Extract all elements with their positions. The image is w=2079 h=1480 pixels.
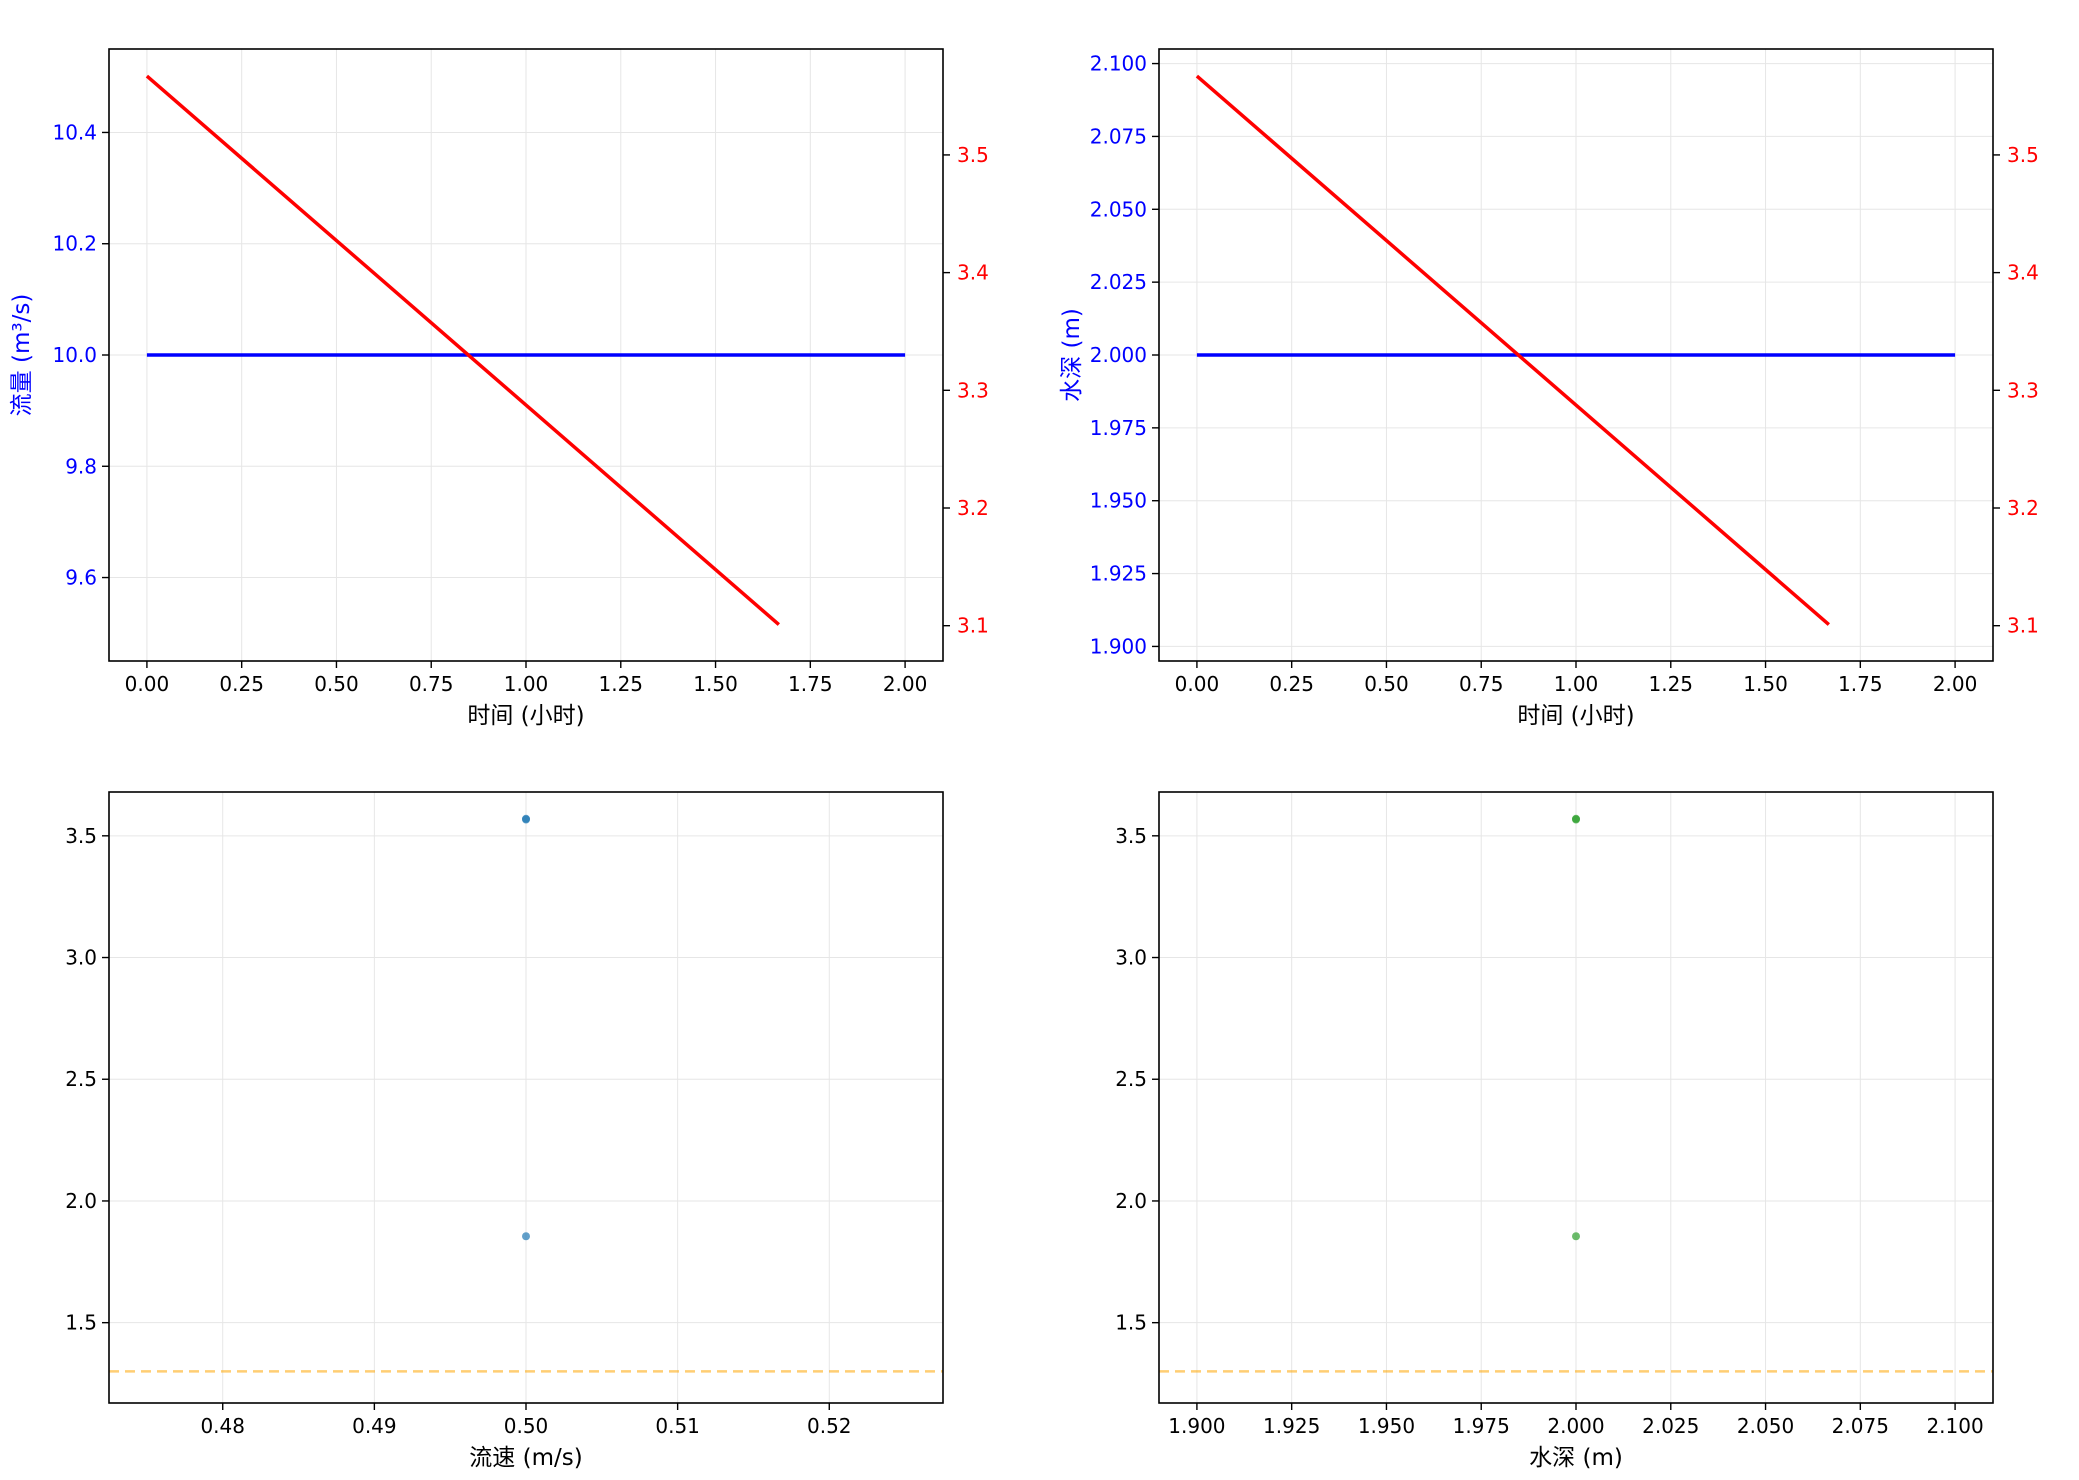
y-tick-label: 3.5	[1115, 824, 1147, 848]
x-tick-label: 1.950	[1358, 1414, 1415, 1438]
x-tick-label: 0.51	[655, 1414, 700, 1438]
x-tick-label: 0.00	[125, 672, 170, 696]
y2-tick-label: 3.4	[2007, 261, 2039, 285]
x-tick-label: 2.100	[1926, 1414, 1983, 1438]
y-tick-label: 1.900	[1090, 634, 1147, 658]
x-tick-label: 1.75	[1838, 672, 1883, 696]
y2-tick-label: 3.5	[957, 143, 989, 167]
x-axis-label: 时间 (小时)	[467, 703, 584, 729]
x-tick-label: 2.00	[1933, 672, 1978, 696]
y2-tick-label: 3.5	[2007, 143, 2039, 167]
x-tick-label: 1.00	[1554, 672, 1599, 696]
x-axis-label: 时间 (小时)	[1517, 703, 1634, 729]
y-tick-label: 3.0	[65, 946, 97, 970]
x-tick-label: 0.75	[409, 672, 454, 696]
y-tick-label: 1.975	[1090, 416, 1147, 440]
x-tick-label: 0.25	[219, 672, 264, 696]
x-tick-label: 2.000	[1547, 1414, 1604, 1438]
x-tick-label: 1.925	[1263, 1414, 1320, 1438]
y-axis-label: 水深 (m)	[1059, 308, 1085, 402]
x-tick-label: 0.50	[314, 672, 359, 696]
y2-tick-label: 3.1	[2007, 614, 2039, 638]
y-tick-label: 2.075	[1090, 124, 1147, 148]
x-tick-label: 1.975	[1453, 1414, 1510, 1438]
y-axis-label: 流量 (m³/s)	[9, 294, 35, 417]
x-tick-label: 2.050	[1737, 1414, 1794, 1438]
x-tick-label: 1.25	[599, 672, 644, 696]
series-line-right	[1195, 74, 1831, 626]
chart-2: 0.00 0.25 0.50 0.75 1.00 1.25 1.50 1.75 2.00 1.90…	[1059, 48, 2039, 729]
chart-4: 1.900 1.925 1.950 1.975 2.000 2.025 2.050 2.075…	[1115, 791, 1994, 1471]
x-axis-label: 水深 (m)	[1529, 1445, 1623, 1471]
y2-tick-label: 3.1	[957, 614, 989, 638]
x-tick-label: 1.50	[693, 672, 738, 696]
chart-3: 0.48 0.49 0.50 0.51 0.52 1.5 2.0 2.5 3.0 3.5 流速 (m…	[65, 791, 944, 1471]
x-tick-label: 0.50	[504, 1414, 549, 1438]
x-tick-label: 1.50	[1743, 672, 1788, 696]
y-tick-label: 9.8	[65, 454, 97, 478]
y-tick-label: 9.6	[65, 566, 97, 590]
x-tick-label: 0.75	[1459, 672, 1504, 696]
y-tick-label: 10.4	[52, 120, 97, 144]
y-tick-label: 2.0	[65, 1189, 97, 1213]
y-tick-label: 2.050	[1090, 197, 1147, 221]
y2-tick-label: 3.3	[957, 378, 989, 402]
x-tick-label: 0.25	[1269, 672, 1314, 696]
scatter-point	[522, 815, 530, 824]
y-tick-label: 2.000	[1090, 343, 1147, 367]
y-tick-label: 1.5	[1115, 1311, 1147, 1335]
x-tick-label: 0.50	[1364, 672, 1409, 696]
x-tick-label: 0.52	[807, 1414, 852, 1438]
x-tick-label: 2.075	[1832, 1414, 1889, 1438]
y2-tick-label: 3.4	[957, 261, 989, 285]
x-tick-label: 2.00	[883, 672, 928, 696]
y2-tick-label: 3.3	[2007, 378, 2039, 402]
y-tick-label: 1.925	[1090, 562, 1147, 586]
y-tick-label: 1.950	[1090, 489, 1147, 513]
x-tick-label: 1.25	[1649, 672, 1694, 696]
y-tick-label: 3.5	[65, 824, 97, 848]
scatter-point	[1572, 815, 1580, 824]
x-tick-label: 0.49	[352, 1414, 397, 1438]
y2-tick-label: 3.2	[957, 496, 989, 520]
scatter-point	[1572, 1232, 1580, 1241]
y-tick-label: 2.5	[1115, 1067, 1147, 1091]
x-tick-label: 0.00	[1175, 672, 1220, 696]
x-tick-label: 1.00	[504, 672, 549, 696]
y-tick-label: 10.0	[52, 343, 97, 367]
x-tick-label: 0.48	[200, 1414, 245, 1438]
x-tick-label: 2.025	[1642, 1414, 1699, 1438]
x-tick-label: 1.75	[788, 672, 833, 696]
y-tick-label: 2.0	[1115, 1189, 1147, 1213]
y-tick-label: 10.2	[52, 232, 97, 256]
scatter-point	[522, 1232, 530, 1241]
y2-tick-label: 3.2	[2007, 496, 2039, 520]
y-tick-label: 1.5	[65, 1311, 97, 1335]
y-tick-label: 2.025	[1090, 270, 1147, 294]
y-tick-label: 2.100	[1090, 52, 1147, 76]
y-tick-label: 3.0	[1115, 946, 1147, 970]
x-tick-label: 1.900	[1168, 1414, 1225, 1438]
chart-1: 0.00 0.25 0.50 0.75 1.00 1.25 1.50 1.75 2.00 9.6 9…	[9, 48, 989, 729]
series-line-right	[145, 74, 781, 626]
y-tick-label: 2.5	[65, 1067, 97, 1091]
x-axis-label: 流速 (m/s)	[469, 1445, 582, 1471]
